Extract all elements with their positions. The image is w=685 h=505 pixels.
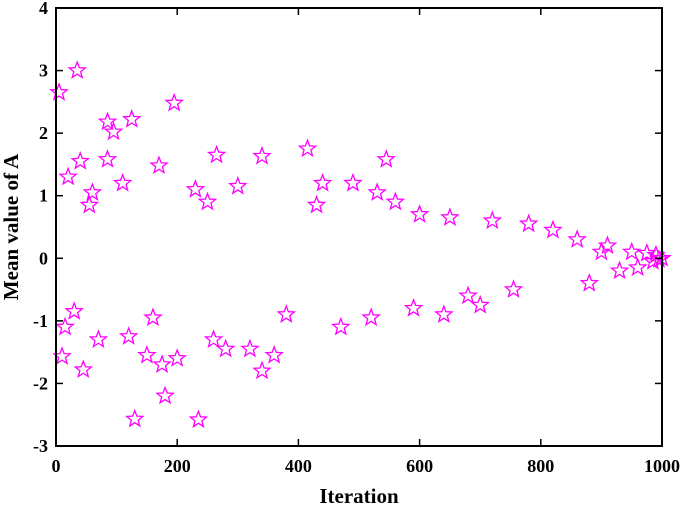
data-point-star [482, 210, 503, 230]
data-point-star [621, 241, 642, 261]
data-point-star [252, 145, 272, 165]
data-point-star [149, 155, 169, 175]
data-point-star [121, 109, 142, 128]
data-point-star [470, 294, 491, 314]
y-tick-label: -3 [33, 436, 48, 456]
data-point-star [124, 408, 145, 428]
data-point-star [240, 338, 260, 358]
data-point-star [543, 219, 563, 239]
x-tick-label: 0 [52, 456, 61, 476]
data-point-star [434, 304, 454, 323]
data-point-star [227, 175, 248, 195]
data-point-star [440, 207, 460, 226]
data-point-star [306, 194, 327, 214]
x-tick-label: 800 [527, 456, 554, 476]
data-point-star [73, 359, 94, 379]
data-point-star [97, 149, 118, 168]
data-point-star [164, 92, 184, 112]
data-point-star [361, 307, 381, 327]
data-point-star [343, 172, 363, 192]
y-tick-label: -1 [33, 311, 48, 331]
data-point-star [312, 172, 333, 192]
data-point-star [155, 385, 175, 405]
data-point-star [97, 111, 118, 131]
data-point-star [112, 172, 133, 192]
data-point-star [627, 257, 648, 277]
data-point-star [67, 60, 88, 79]
data-point-star [567, 229, 587, 248]
data-point-star [579, 272, 600, 292]
data-point-star [264, 344, 284, 364]
y-tick-label: 0 [39, 248, 48, 268]
data-point-star [206, 144, 227, 164]
x-tick-label: 1000 [644, 456, 680, 476]
data-point-star [367, 182, 388, 201]
data-point-star [188, 409, 209, 429]
data-point-star [185, 179, 206, 198]
data-point-star [64, 301, 85, 320]
data-point-star [197, 191, 218, 211]
data-point-star [49, 82, 69, 101]
data-point-star [143, 307, 163, 327]
data-point-star [591, 241, 612, 261]
data-point-star [385, 191, 406, 211]
data-point-star [609, 260, 630, 280]
data-point-star [79, 194, 100, 214]
y-tick-label: 1 [39, 186, 48, 206]
data-point-star [70, 150, 91, 170]
data-point-star [297, 138, 318, 158]
data-point-star [58, 166, 78, 186]
x-tick-label: 600 [406, 456, 433, 476]
data-point-star [88, 329, 109, 348]
data-points [49, 60, 672, 429]
data-point-star [330, 316, 351, 336]
data-point-star [152, 354, 172, 374]
data-point-star [518, 213, 539, 233]
y-axis-label: Mean value of A [0, 153, 23, 300]
data-point-star [376, 149, 397, 168]
y-tick-label: 4 [39, 0, 48, 18]
x-tick-label: 200 [164, 456, 191, 476]
x-tick-label: 400 [285, 456, 312, 476]
data-point-star [403, 298, 424, 317]
data-point-star [82, 182, 103, 201]
y-tick-label: -2 [33, 373, 48, 393]
data-point-star [503, 279, 524, 298]
data-point-star [252, 360, 272, 380]
data-point-star [215, 338, 236, 358]
axis-ticks: 0 200 400 600 800 1000 -3 -2 -1 0 1 2 3 4 [33, 0, 680, 476]
data-point-star [458, 285, 478, 305]
data-point-star [167, 348, 188, 367]
data-point-star [103, 121, 124, 141]
y-tick-label: 2 [39, 123, 48, 143]
data-point-star [137, 344, 157, 364]
y-tick-label: 3 [39, 61, 48, 81]
data-point-star [409, 204, 430, 223]
plot-frame [55, 7, 663, 447]
data-point-star [276, 304, 297, 323]
x-axis-label: Iteration [319, 484, 399, 505]
data-point-star [55, 316, 75, 336]
data-point-star [637, 242, 657, 262]
data-point-star [118, 326, 139, 345]
data-point-star [203, 329, 224, 348]
